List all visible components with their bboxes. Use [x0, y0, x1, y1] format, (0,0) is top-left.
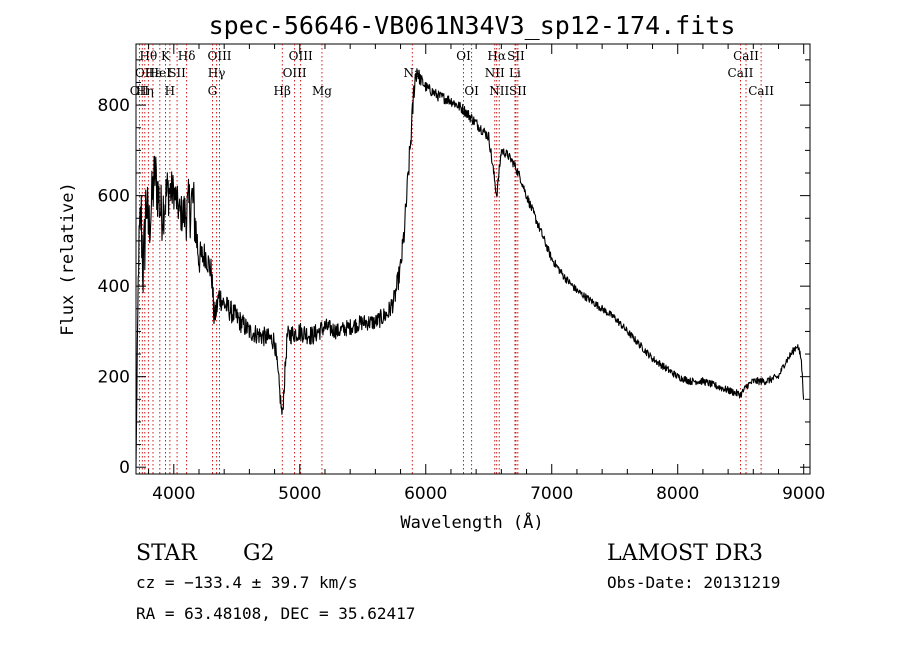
spectral-line-label: Hδ [178, 49, 196, 63]
spectral-line-markers [138, 44, 762, 474]
spectral-line-label: Li [509, 66, 521, 80]
y-axis-label: Flux (relative) [58, 182, 78, 336]
y-tick-label: 800 [98, 96, 130, 116]
spectral-line-label: Hη [136, 84, 154, 98]
redshift-velocity: cz = −133.4 ± 39.7 km/s [136, 573, 358, 592]
spectral-line-label: OIII [289, 49, 313, 63]
x-tick-label: 4000 [152, 484, 195, 504]
spectral-line-label: Mg [312, 84, 332, 98]
spectral-line-label: Hγ [208, 66, 226, 80]
spectral-line-label: Hε [145, 66, 162, 80]
spectral-line-label: OIII [207, 49, 231, 63]
spectral-line-label: OI [456, 49, 471, 63]
spectral-line-label: OI [135, 66, 150, 80]
spectral-line-label: CaII [748, 84, 774, 98]
spectral-line-label: NII [489, 84, 509, 98]
spectral-line-label: CaII [733, 49, 759, 63]
object-class: STAR [136, 541, 198, 566]
spectral-line-label: OI [464, 84, 479, 98]
spectral-line-label: OIII [283, 66, 307, 80]
spectral-line-label: Hθ [139, 49, 157, 63]
x-tick-label: 5000 [278, 484, 321, 504]
series-group [135, 68, 805, 468]
survey-name: LAMOST DR3 [607, 541, 763, 566]
y-tick-label: 200 [98, 368, 130, 388]
spectral-line-label: SII [509, 84, 527, 98]
chart-title: spec-56646-VB061N34V3_sp12-174.fits [209, 11, 736, 40]
spectral-line-label: G [208, 84, 218, 98]
spectral-line-label: H [165, 84, 175, 98]
x-tick-label: 6000 [404, 484, 447, 504]
x-axis-label: Wavelength (Å) [400, 511, 543, 533]
spectral-line-label: Hβ [274, 84, 291, 98]
spectral-line-label: SII [507, 49, 525, 63]
spectral-line-label: NII [485, 66, 505, 80]
spectral-line-label: HeI [149, 66, 172, 80]
spectral-line-label: OII [130, 84, 150, 98]
object-subclass: G2 [243, 541, 275, 566]
x-tick-label: 8000 [656, 484, 699, 504]
plot-frame [135, 43, 811, 475]
axis-ticks: 4000 5000 6000 7000 8000 9000 0 200 400 600 800 [98, 44, 825, 504]
spectrum-line [135, 68, 805, 468]
observation-date: Obs-Date: 20131219 [607, 573, 780, 592]
spectral-line-label: SII [168, 66, 186, 80]
x-tick-label: 7000 [530, 484, 573, 504]
y-tick-label: 600 [98, 187, 130, 207]
x-tick-label: 9000 [782, 484, 825, 504]
y-tick-label: 400 [98, 277, 130, 297]
spectral-line-label: K [161, 49, 171, 63]
spectral-line-label: CaII [728, 66, 754, 80]
y-tick-label: 0 [119, 458, 130, 478]
spectral-line-label: Hα [487, 49, 506, 63]
sky-coordinates: RA = 63.48108, DEC = 35.62417 [136, 604, 415, 623]
